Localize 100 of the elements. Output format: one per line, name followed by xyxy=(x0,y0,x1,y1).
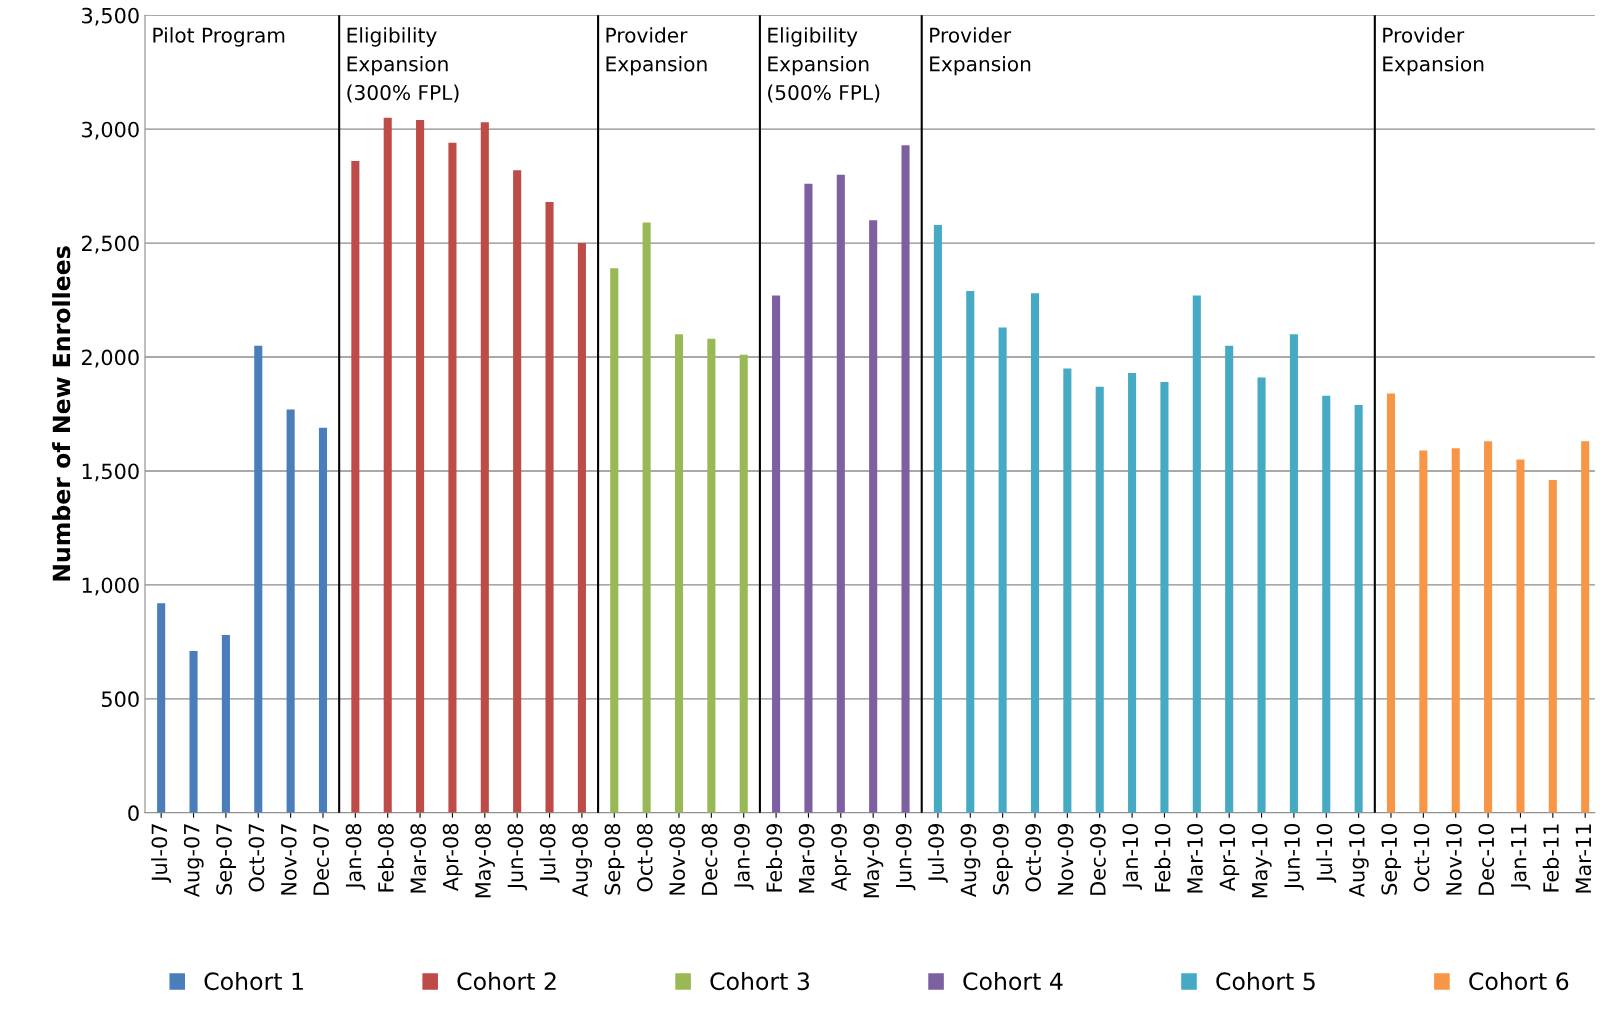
x-tick-label: May-10 xyxy=(1251,823,1272,898)
x-tick-label: Feb-08 xyxy=(377,823,394,892)
bar xyxy=(545,202,554,813)
x-tick-label: Oct-09 xyxy=(1025,823,1042,892)
y-tick-label: 3,500 xyxy=(82,7,139,26)
bar xyxy=(1386,393,1396,813)
y-tick-label: 1,500 xyxy=(82,463,139,482)
x-tick-label: May-08 xyxy=(475,823,495,898)
bar xyxy=(1095,386,1104,813)
bar xyxy=(480,122,489,813)
bar xyxy=(1548,480,1557,813)
y-tick-label: 500 xyxy=(101,691,139,708)
bar xyxy=(610,268,619,813)
bar xyxy=(674,334,684,813)
y-axis-title: Number of New Enrollees xyxy=(52,246,71,581)
x-tick-label: Feb-10 xyxy=(1154,823,1171,892)
x-tick-label: Sep-10 xyxy=(1381,823,1402,895)
x-tick-label: Jan-10 xyxy=(1122,823,1143,890)
legend-label: Cohort 4 xyxy=(963,971,1063,991)
bar xyxy=(804,183,813,813)
bar xyxy=(577,243,586,813)
x-tick-label: Jul-07 xyxy=(151,824,172,883)
y-tick-label: 1,000 xyxy=(82,577,139,596)
x-tick-label: Mar-09 xyxy=(798,823,815,893)
x-tick-label: Aug-09 xyxy=(960,823,981,898)
x-tick-label: Apr-10 xyxy=(1219,823,1240,892)
bar xyxy=(836,174,845,813)
x-tick-label: Nov-10 xyxy=(1446,823,1462,895)
bar xyxy=(966,290,975,813)
x-tick-label: Jan-11 xyxy=(1511,824,1531,890)
legend-label: Cohort 5 xyxy=(1216,971,1315,991)
x-tick-label: Mar-11 xyxy=(1575,824,1592,893)
bar xyxy=(383,117,392,813)
x-tick-label: Feb-09 xyxy=(766,823,783,892)
bar xyxy=(1063,368,1072,813)
y-tick-label: 0 xyxy=(128,805,139,822)
legend-label: Cohort 6 xyxy=(1469,971,1569,991)
bar xyxy=(221,635,230,813)
x-tick-label: Aug-07 xyxy=(183,824,204,898)
x-tick-label: Feb-11 xyxy=(1542,824,1559,892)
x-tick-label: Nov-09 xyxy=(1057,823,1074,895)
legend-label: Cohort 2 xyxy=(457,971,556,991)
bar xyxy=(1192,295,1201,813)
bar xyxy=(1516,459,1525,813)
bar xyxy=(1030,293,1040,813)
bar xyxy=(1484,441,1493,813)
bar xyxy=(416,120,425,813)
x-tick-label: Oct-10 xyxy=(1413,823,1430,892)
x-tick-label: Dec-09 xyxy=(1090,823,1106,895)
bar xyxy=(189,651,198,813)
bar xyxy=(1160,382,1169,813)
x-tick-label: Dec-08 xyxy=(701,823,718,895)
x-tick-label: Nov-07 xyxy=(280,824,297,895)
bar xyxy=(869,220,878,813)
x-tick-label: Jan-09 xyxy=(734,823,754,890)
bar xyxy=(739,354,748,813)
bar xyxy=(901,145,910,813)
x-tick-label: Jan-08 xyxy=(345,823,366,890)
x-tick-label: Jul-09 xyxy=(927,823,948,883)
x-tick-label: Jul-08 xyxy=(539,823,560,883)
bar xyxy=(933,224,942,813)
bar xyxy=(1354,404,1363,813)
annotation: Provider Expansion xyxy=(1383,27,1484,76)
bar xyxy=(1128,373,1137,813)
x-tick-label: Jul-10 xyxy=(1316,823,1337,883)
legend-label: Cohort 1 xyxy=(204,971,303,991)
x-tick-label: Jun-08 xyxy=(507,823,528,891)
bar xyxy=(707,338,716,813)
y-tick-label: 3,000 xyxy=(82,121,139,140)
bar xyxy=(513,170,522,813)
x-tick-label: Mar-10 xyxy=(1187,823,1203,893)
bar xyxy=(1451,448,1460,813)
bar xyxy=(1322,395,1331,813)
annotation: Eligibility Expansion (300% FPL) xyxy=(347,27,459,103)
bar xyxy=(772,295,781,813)
x-tick-label: Dec-10 xyxy=(1478,823,1495,895)
annotation: Eligibility Expansion (500% FPL) xyxy=(768,27,880,103)
x-tick-label: Sep-08 xyxy=(604,823,625,895)
bar xyxy=(1581,441,1590,813)
bar xyxy=(1289,334,1298,813)
x-tick-label: Sep-07 xyxy=(216,824,236,895)
x-tick-label: Aug-10 xyxy=(1348,823,1369,898)
legend-label: Cohort 3 xyxy=(710,971,810,991)
x-tick-label: Apr-08 xyxy=(442,823,463,892)
bar xyxy=(1225,345,1234,813)
bar xyxy=(318,427,328,813)
bar xyxy=(157,603,166,813)
bar xyxy=(286,409,295,813)
bar xyxy=(448,142,457,813)
x-tick-label: Jun-09 xyxy=(895,823,916,891)
bar xyxy=(351,161,360,813)
x-tick-label: Oct-07 xyxy=(248,824,265,892)
x-tick-label: Jun-10 xyxy=(1284,823,1304,891)
x-tick-label: Nov-08 xyxy=(669,823,686,895)
x-tick-label: May-09 xyxy=(863,823,884,898)
bar xyxy=(642,222,651,813)
annotation: Provider Expansion xyxy=(930,27,1031,76)
bar xyxy=(1257,377,1266,813)
x-tick-label: Dec-07 xyxy=(313,824,330,895)
x-tick-label: Apr-09 xyxy=(831,823,851,892)
